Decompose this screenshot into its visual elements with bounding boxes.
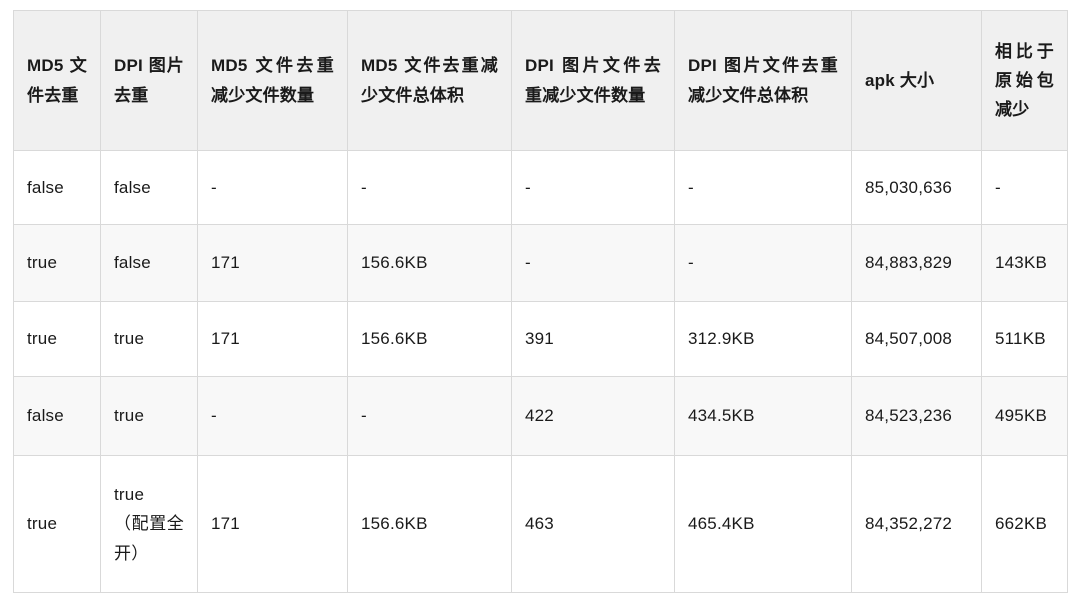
table-cell: true bbox=[13, 455, 101, 593]
table-row: true false 171 156.6KB - - 84,883,829 14… bbox=[13, 224, 1068, 302]
table-cell: - bbox=[511, 150, 675, 225]
table-row: false false - - - - 85,030,636 - bbox=[13, 150, 1068, 225]
table-row: false true - - 422 434.5KB 84,523,236 49… bbox=[13, 376, 1068, 456]
table-cell: true （配置全开） bbox=[100, 455, 198, 593]
table-cell: - bbox=[197, 376, 348, 456]
table-row: true true （配置全开） 171 156.6KB 463 465.4KB… bbox=[13, 455, 1068, 593]
table-cell: - bbox=[511, 224, 675, 302]
column-header-apk-size: apk 大小 bbox=[851, 10, 982, 151]
column-header-dpi-file-volume: DPI 图片文件去重减少文件总体积 bbox=[674, 10, 852, 151]
table-cell: 171 bbox=[197, 224, 348, 302]
table-cell: 511KB bbox=[981, 301, 1068, 377]
table-cell: 312.9KB bbox=[674, 301, 852, 377]
table-cell: true bbox=[100, 376, 198, 456]
table-cell: 422 bbox=[511, 376, 675, 456]
table-cell: - bbox=[197, 150, 348, 225]
table-cell: false bbox=[100, 150, 198, 225]
table-cell: 156.6KB bbox=[347, 301, 512, 377]
table-cell: 85,030,636 bbox=[851, 150, 982, 225]
apk-dedup-results-table-container: MD5 文件去重 DPI 图片去重 MD5 文件去重减少文件数量 MD5 文件去… bbox=[13, 10, 1068, 593]
table-cell: true bbox=[13, 301, 101, 377]
column-header-md5-file-volume: MD5 文件去重减少文件总体积 bbox=[347, 10, 512, 151]
column-header-dpi-dedup: DPI 图片去重 bbox=[100, 10, 198, 151]
header-row: MD5 文件去重 DPI 图片去重 MD5 文件去重减少文件数量 MD5 文件去… bbox=[13, 10, 1068, 151]
table-cell: - bbox=[347, 150, 512, 225]
table-cell: true bbox=[13, 224, 101, 302]
table-cell: false bbox=[13, 376, 101, 456]
column-header-dpi-file-count: DPI 图片文件去重减少文件数量 bbox=[511, 10, 675, 151]
table-cell: false bbox=[13, 150, 101, 225]
column-header-reduction: 相比于原始包减少 bbox=[981, 10, 1068, 151]
apk-dedup-results-table: MD5 文件去重 DPI 图片去重 MD5 文件去重减少文件数量 MD5 文件去… bbox=[13, 10, 1068, 593]
table-cell: 143KB bbox=[981, 224, 1068, 302]
table-cell: - bbox=[674, 150, 852, 225]
table-cell: 434.5KB bbox=[674, 376, 852, 456]
table-cell: false bbox=[100, 224, 198, 302]
table-cell: 84,883,829 bbox=[851, 224, 982, 302]
table-cell: true bbox=[100, 301, 198, 377]
table-cell: 156.6KB bbox=[347, 224, 512, 302]
column-header-md5-dedup: MD5 文件去重 bbox=[13, 10, 101, 151]
table-cell: 463 bbox=[511, 455, 675, 593]
table-cell: 465.4KB bbox=[674, 455, 852, 593]
table-cell: 495KB bbox=[981, 376, 1068, 456]
table-cell: 84,352,272 bbox=[851, 455, 982, 593]
table-cell: 84,523,236 bbox=[851, 376, 982, 456]
table-cell: 156.6KB bbox=[347, 455, 512, 593]
table-cell: 171 bbox=[197, 455, 348, 593]
column-header-md5-file-count: MD5 文件去重减少文件数量 bbox=[197, 10, 348, 151]
table-cell: - bbox=[981, 150, 1068, 225]
table-cell: - bbox=[674, 224, 852, 302]
table-row: true true 171 156.6KB 391 312.9KB 84,507… bbox=[13, 301, 1068, 377]
table-cell: 171 bbox=[197, 301, 348, 377]
table-cell: - bbox=[347, 376, 512, 456]
table-cell: 391 bbox=[511, 301, 675, 377]
table-cell: 662KB bbox=[981, 455, 1068, 593]
table-cell: 84,507,008 bbox=[851, 301, 982, 377]
